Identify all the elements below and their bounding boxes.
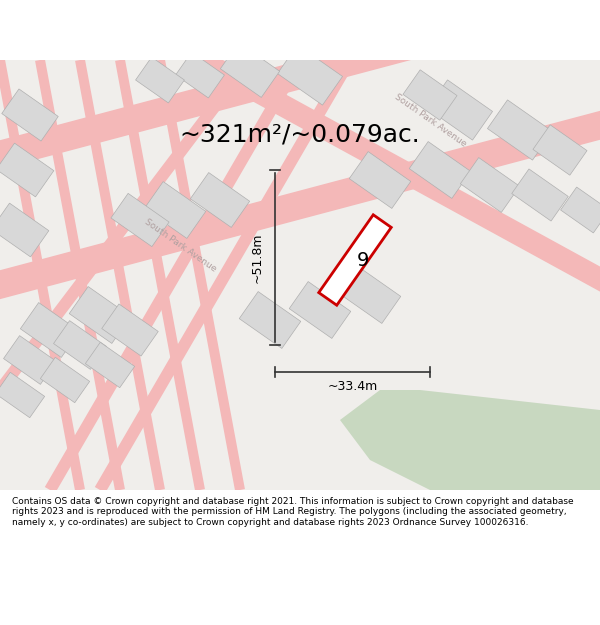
Polygon shape (0, 59, 85, 491)
Polygon shape (190, 173, 250, 228)
Polygon shape (0, 0, 600, 174)
Text: ~51.8m: ~51.8m (251, 232, 263, 282)
Polygon shape (102, 304, 158, 356)
Polygon shape (427, 80, 493, 140)
Polygon shape (69, 287, 131, 343)
Polygon shape (0, 203, 49, 257)
Text: 9, SOUTH PARK AVENUE, MIDDLESBROUGH, TS6 0NS: 9, SOUTH PARK AVENUE, MIDDLESBROUGH, TS6… (95, 10, 505, 24)
Polygon shape (111, 193, 169, 247)
Polygon shape (35, 59, 125, 491)
Polygon shape (277, 45, 343, 105)
Text: Map shows position and indicative extent of the property.: Map shows position and indicative extent… (120, 37, 480, 50)
Text: ~33.4m: ~33.4m (328, 379, 377, 392)
Polygon shape (155, 59, 245, 491)
Polygon shape (409, 142, 471, 198)
Polygon shape (0, 372, 44, 418)
Polygon shape (0, 56, 255, 394)
Polygon shape (220, 42, 280, 98)
Text: South Park Avenue: South Park Avenue (142, 217, 218, 273)
Polygon shape (45, 57, 305, 493)
Polygon shape (349, 152, 411, 208)
Polygon shape (339, 267, 401, 323)
Polygon shape (176, 52, 224, 98)
Polygon shape (533, 125, 587, 175)
Polygon shape (560, 187, 600, 233)
Polygon shape (340, 390, 600, 490)
Polygon shape (0, 106, 600, 304)
Polygon shape (75, 59, 165, 491)
Polygon shape (2, 89, 58, 141)
Polygon shape (319, 215, 391, 305)
Polygon shape (289, 282, 351, 338)
Polygon shape (95, 57, 355, 493)
Text: ~321m²/~0.079ac.: ~321m²/~0.079ac. (179, 123, 421, 147)
Polygon shape (40, 357, 89, 402)
Polygon shape (487, 100, 553, 160)
Polygon shape (53, 321, 106, 369)
Polygon shape (0, 143, 54, 197)
Polygon shape (4, 336, 56, 384)
Polygon shape (460, 158, 520, 212)
Polygon shape (115, 59, 205, 491)
Polygon shape (403, 70, 457, 120)
Polygon shape (512, 169, 568, 221)
Polygon shape (144, 182, 206, 238)
Polygon shape (239, 292, 301, 348)
Text: 9: 9 (357, 251, 369, 269)
Polygon shape (136, 57, 184, 103)
Polygon shape (20, 302, 80, 358)
Text: Contains OS data © Crown copyright and database right 2021. This information is : Contains OS data © Crown copyright and d… (12, 497, 574, 526)
Text: South Park Avenue: South Park Avenue (392, 92, 467, 148)
Polygon shape (85, 342, 134, 388)
Polygon shape (195, 51, 600, 299)
